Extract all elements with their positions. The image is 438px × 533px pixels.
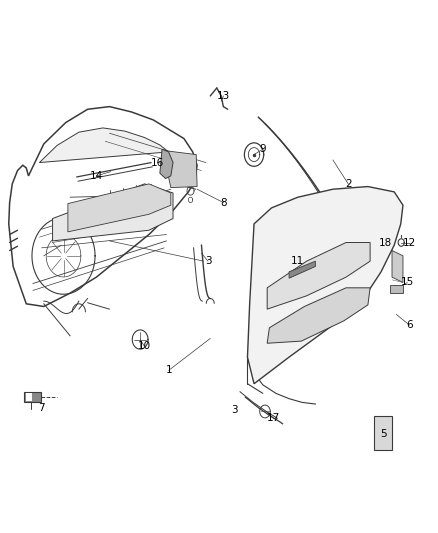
Polygon shape [39,128,169,163]
Text: 11: 11 [291,256,304,266]
Polygon shape [247,187,403,384]
Text: 3: 3 [231,406,238,415]
Text: 6: 6 [406,320,413,330]
Polygon shape [276,246,285,257]
Polygon shape [162,150,197,188]
Polygon shape [289,261,315,278]
Text: 17: 17 [267,414,280,423]
Text: 1: 1 [165,366,172,375]
Text: 12: 12 [403,238,416,247]
Polygon shape [267,243,370,309]
Polygon shape [374,416,392,450]
Text: 5: 5 [380,430,387,439]
Text: 2: 2 [345,179,352,189]
FancyBboxPatch shape [26,393,32,401]
Text: 15: 15 [401,278,414,287]
FancyBboxPatch shape [24,392,41,402]
Text: 18: 18 [379,238,392,247]
Polygon shape [9,107,197,306]
Polygon shape [53,184,173,241]
Polygon shape [390,285,403,293]
Text: 16: 16 [151,158,164,167]
Text: 8: 8 [220,198,227,207]
Polygon shape [392,251,403,282]
Text: 10: 10 [138,342,151,351]
Polygon shape [267,288,370,343]
Polygon shape [68,184,171,232]
Text: 9: 9 [259,144,266,154]
Text: 7: 7 [38,403,45,413]
Text: 14: 14 [90,171,103,181]
Text: 3: 3 [205,256,212,266]
Text: 13: 13 [217,91,230,101]
Polygon shape [160,149,173,179]
